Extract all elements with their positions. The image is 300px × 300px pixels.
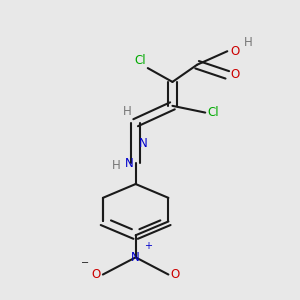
Text: N: N	[139, 137, 147, 150]
Text: Cl: Cl	[207, 106, 219, 119]
Text: O: O	[170, 268, 179, 281]
Text: O: O	[230, 45, 239, 58]
Text: Cl: Cl	[134, 54, 146, 67]
Text: H: H	[244, 35, 253, 49]
Text: −: −	[81, 258, 89, 268]
Text: N: N	[125, 157, 134, 170]
Text: O: O	[230, 68, 239, 81]
Text: N: N	[131, 251, 140, 264]
Text: O: O	[92, 268, 101, 281]
Text: +: +	[144, 241, 152, 251]
Text: H: H	[123, 105, 132, 118]
Text: H: H	[111, 158, 120, 172]
